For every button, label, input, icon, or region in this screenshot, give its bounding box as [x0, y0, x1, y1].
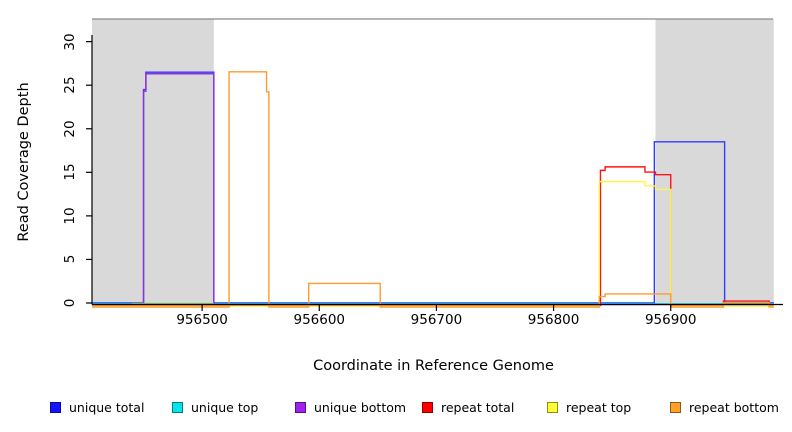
legend-label: repeat top	[566, 399, 632, 415]
legend-label: repeat total	[441, 399, 515, 415]
right-repeat-region	[655, 19, 774, 303]
legend-swatch-icon	[295, 401, 306, 413]
y-tick-label: 10	[62, 207, 78, 225]
y-tick-label: 0	[62, 298, 78, 308]
legend: unique total unique top unique bottom repea…	[0, 398, 792, 420]
y-tick-label: 15	[62, 163, 78, 181]
y-tick-label: 25	[62, 76, 78, 94]
series-line-repeat-total	[92, 166, 774, 307]
series-line-repeat-top	[92, 180, 774, 307]
y-tick-label: 30	[62, 33, 78, 51]
legend-item-unique-total: unique total	[50, 398, 144, 416]
y-tick-label: 5	[62, 255, 78, 264]
x-tick-label: 956600	[293, 312, 346, 328]
legend-swatch-icon	[670, 401, 681, 413]
legend-item-unique-top: unique top	[172, 398, 258, 416]
legend-item-repeat-total: repeat total	[422, 398, 514, 416]
legend-label: unique total	[69, 399, 145, 415]
x-axis-title: Coordinate in Reference Genome	[313, 358, 554, 374]
series-line-unique-bottom	[92, 73, 774, 306]
y-axis-title: Read Coverage Depth	[16, 82, 32, 242]
legend-swatch-icon	[50, 401, 61, 413]
x-tick-label: 956800	[527, 312, 580, 328]
x-tick-label: 956700	[410, 312, 463, 328]
y-tick-label: 20	[62, 120, 78, 138]
legend-label: repeat bottom	[689, 399, 779, 415]
legend-swatch-icon	[172, 401, 183, 413]
left-repeat-region	[92, 19, 214, 303]
legend-label: unique bottom	[314, 399, 407, 415]
legend-item-repeat-top: repeat top	[547, 398, 631, 416]
legend-item-repeat-bottom: repeat bottom	[670, 398, 779, 416]
legend-label: unique top	[191, 399, 259, 415]
x-tick-label: 956500	[176, 312, 228, 328]
legend-item-unique-bottom: unique bottom	[295, 398, 406, 416]
legend-swatch-icon	[422, 401, 433, 413]
x-tick-label: 956900	[644, 312, 697, 328]
legend-swatch-icon	[547, 401, 558, 413]
